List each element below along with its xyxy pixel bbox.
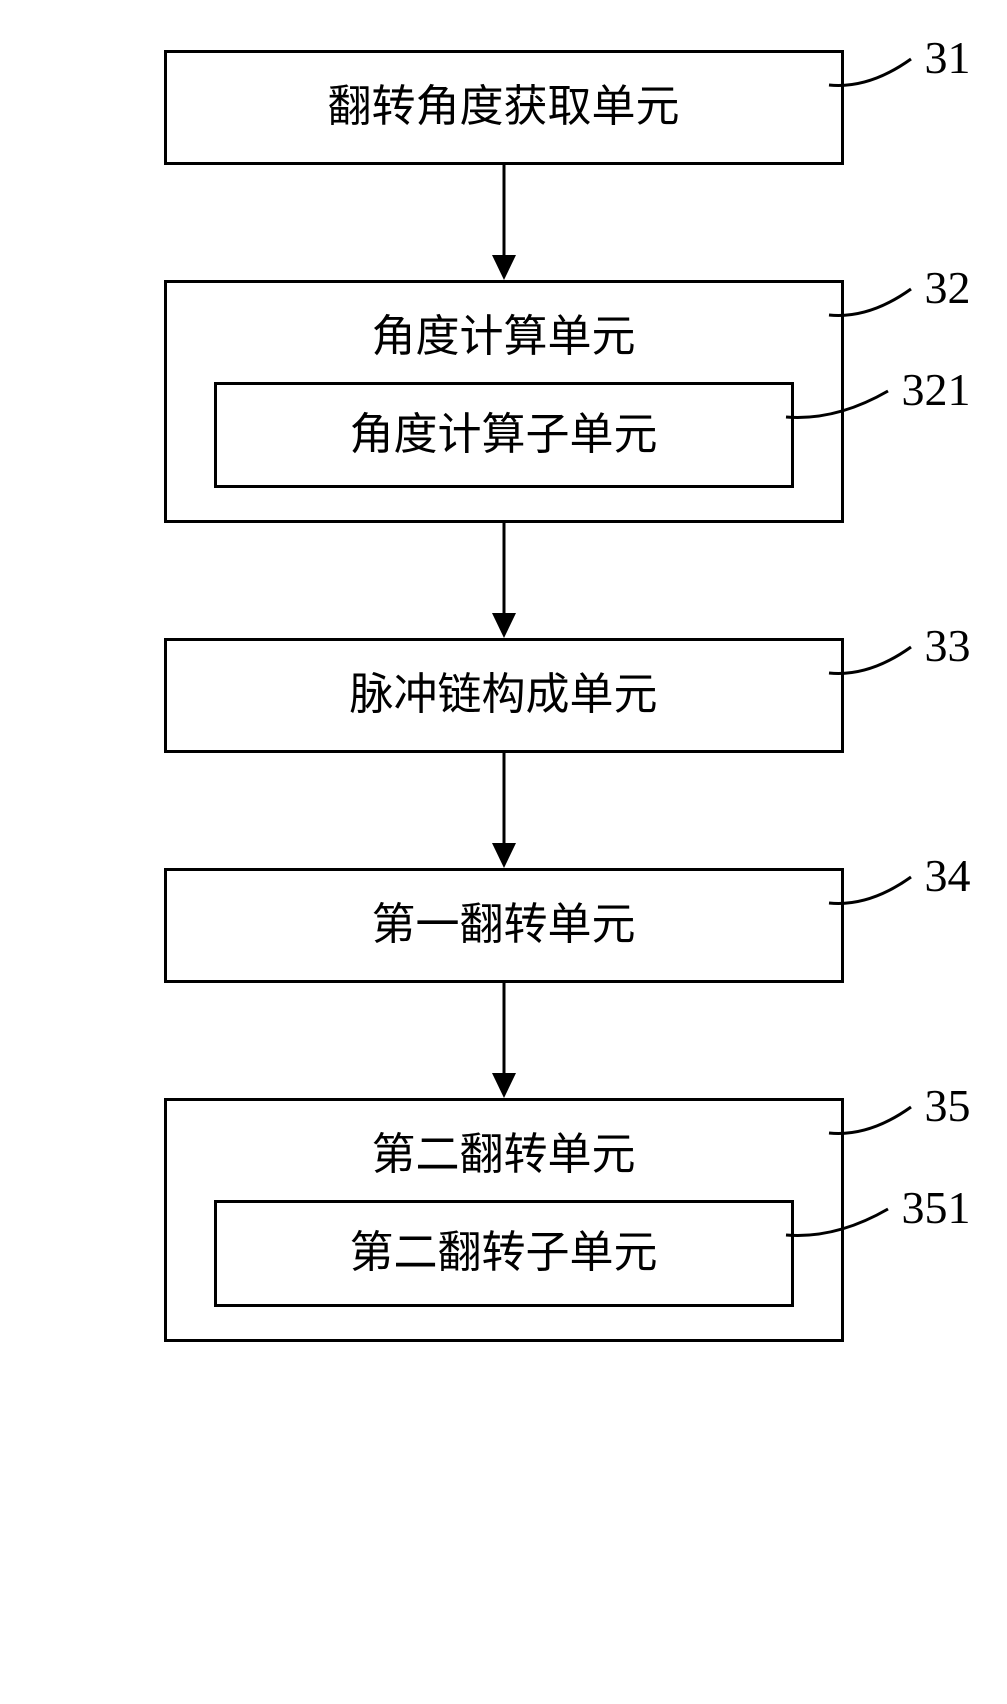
arrow-3 [54,753,954,868]
box-321-label: 角度计算子单元 [237,409,771,462]
leader-31 [829,57,929,97]
box-33-label: 脉冲链构成单元 [187,669,821,722]
arrow-2-svg [484,523,524,638]
box-32: 角度计算单元 32 角度计算子单元 321 [164,280,844,524]
callout-351: 351 [902,1185,971,1231]
callout-32: 32 [925,265,971,311]
callout-33: 33 [925,623,971,669]
box-35-label: 第二翻转单元 [187,1129,821,1182]
arrow-1-svg [484,165,524,280]
box-35: 第二翻转单元 35 第二翻转子单元 351 [164,1098,844,1342]
callout-34-text: 34 [925,850,971,901]
arrow-2 [54,523,954,638]
box-351: 第二翻转子单元 351 [214,1200,794,1307]
leader-321 [786,389,906,429]
arrow-3-svg [484,753,524,868]
callout-321: 321 [902,367,971,413]
callout-35: 35 [925,1083,971,1129]
box-31: 翻转角度获取单元 31 [164,50,844,165]
callout-33-text: 33 [925,620,971,671]
box-34-label: 第一翻转单元 [187,899,821,952]
box-351-label: 第二翻转子单元 [237,1227,771,1280]
callout-34: 34 [925,853,971,899]
arrow-1 [54,165,954,280]
leader-35 [829,1105,929,1145]
box-321: 角度计算子单元 321 [214,382,794,489]
leader-33 [829,645,929,685]
flowchart: 翻转角度获取单元 31 角度计算单元 32 角度计算子单元 [54,50,954,1342]
callout-31: 31 [925,35,971,81]
callout-35-text: 35 [925,1080,971,1131]
leader-351 [786,1207,906,1247]
box-33: 脉冲链构成单元 33 [164,638,844,753]
arrow-4-svg [484,983,524,1098]
leader-32 [829,287,929,327]
box-32-label: 角度计算单元 [187,311,821,364]
leader-34 [829,875,929,915]
callout-321-text: 321 [902,364,971,415]
callout-32-text: 32 [925,262,971,313]
arrow-4 [54,983,954,1098]
callout-351-text: 351 [902,1182,971,1233]
box-31-label: 翻转角度获取单元 [187,81,821,134]
callout-31-text: 31 [925,32,971,83]
box-34: 第一翻转单元 34 [164,868,844,983]
